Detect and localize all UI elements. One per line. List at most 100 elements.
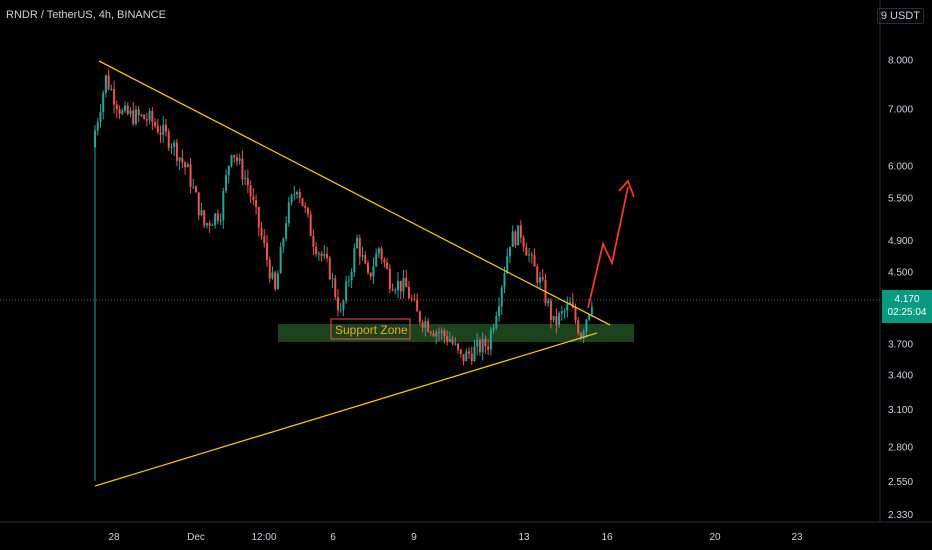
candle-body <box>519 225 522 238</box>
candle-body <box>377 248 380 254</box>
candle-body <box>418 311 421 322</box>
y-tick-label: 6.000 <box>888 161 913 172</box>
candle-body <box>124 105 127 111</box>
x-tick-label: 16 <box>601 532 613 543</box>
candle-body <box>517 225 520 246</box>
candle-body <box>140 114 143 116</box>
y-tick-label: 5.500 <box>888 193 913 204</box>
last-price-value: 4.170 <box>894 294 920 305</box>
candle-body <box>132 110 135 124</box>
candle-body <box>175 142 178 161</box>
candle-body <box>443 330 446 337</box>
candle-body <box>536 266 539 283</box>
candle-body <box>506 256 509 274</box>
candle-body <box>397 280 400 291</box>
candle-body <box>334 278 337 298</box>
candle-body <box>413 299 416 301</box>
candle-body <box>585 319 588 332</box>
ascending-trendline <box>94 332 598 487</box>
candle-body <box>511 231 514 247</box>
candle-body <box>495 316 498 328</box>
candle-body <box>246 178 249 186</box>
candle-body <box>173 142 176 147</box>
candle-body <box>143 114 146 120</box>
candle-body <box>437 332 440 334</box>
candle-body <box>481 338 484 353</box>
candle-body <box>151 111 154 123</box>
candle-body <box>547 300 550 304</box>
candle-body <box>216 213 219 221</box>
candle-body <box>391 289 394 291</box>
candle-body <box>569 302 572 305</box>
candle-body <box>249 185 252 197</box>
candle-body <box>113 89 116 105</box>
candle-body <box>369 272 372 277</box>
candle-body <box>448 339 451 342</box>
candle-body <box>115 104 118 110</box>
candle-body <box>252 196 255 201</box>
chart-title: RNDR / TetherUS, 4h, BINANCE <box>6 9 166 21</box>
candle-body <box>558 313 561 325</box>
candle-body <box>276 273 279 290</box>
candle-body <box>367 263 369 273</box>
candle-body <box>380 248 383 260</box>
y-tick-label: 4.500 <box>888 267 913 278</box>
x-tick-label: 13 <box>518 532 530 543</box>
candle-body <box>238 158 241 161</box>
candle-body <box>386 262 389 269</box>
candle-body <box>533 255 536 267</box>
candle-body <box>244 178 247 180</box>
candle-body <box>309 214 312 236</box>
candle-body <box>432 333 435 337</box>
candle-body <box>263 236 266 244</box>
candle-body <box>129 110 132 115</box>
candle-body <box>211 224 214 226</box>
candle-body <box>94 130 96 148</box>
currency-selector[interactable]: 9 USDT <box>876 8 924 24</box>
candle-body <box>227 165 230 176</box>
candle-body <box>104 75 107 93</box>
candle-body <box>148 111 151 121</box>
candle-body <box>407 286 410 299</box>
candle-body <box>530 254 533 256</box>
candle-body <box>465 351 468 362</box>
candle-body <box>230 155 233 166</box>
candle-body <box>489 330 492 350</box>
candle-body <box>159 132 162 135</box>
candle-body <box>476 340 479 347</box>
candle-body <box>555 315 558 325</box>
candle-body <box>358 238 361 257</box>
candle-body <box>317 253 320 255</box>
candle-body <box>571 302 574 308</box>
time-axis: 28 Dec 12:00 6 9 13 16 20 23 <box>108 532 803 543</box>
x-tick-label: 12:00 <box>251 532 276 543</box>
candle-body <box>364 255 367 264</box>
candle-body <box>462 354 465 362</box>
candle-body <box>473 346 476 362</box>
y-tick-label: 2.330 <box>888 510 913 521</box>
candle-body <box>429 331 432 334</box>
candle-body <box>197 192 200 216</box>
candle-body <box>339 309 342 311</box>
y-tick-label: 2.800 <box>888 442 913 453</box>
x-tick-label: 28 <box>108 532 120 543</box>
candle-body <box>503 273 506 288</box>
candle-body <box>492 327 495 331</box>
x-tick-label: Dec <box>187 532 205 543</box>
candle-body <box>137 109 140 116</box>
candle-body <box>498 306 501 317</box>
candle-body <box>274 272 277 290</box>
candle-body <box>145 119 148 121</box>
support-zone-label: Support Zone <box>335 323 408 337</box>
candle-body <box>440 330 443 333</box>
candle-body <box>514 231 517 246</box>
candle-body <box>255 200 258 208</box>
candle-body <box>222 190 225 221</box>
candle-body <box>470 353 473 362</box>
candle-body <box>375 253 378 267</box>
candle-body <box>214 213 217 225</box>
candle-body <box>290 195 293 203</box>
candle-body <box>528 254 531 256</box>
candle-body <box>293 194 296 196</box>
